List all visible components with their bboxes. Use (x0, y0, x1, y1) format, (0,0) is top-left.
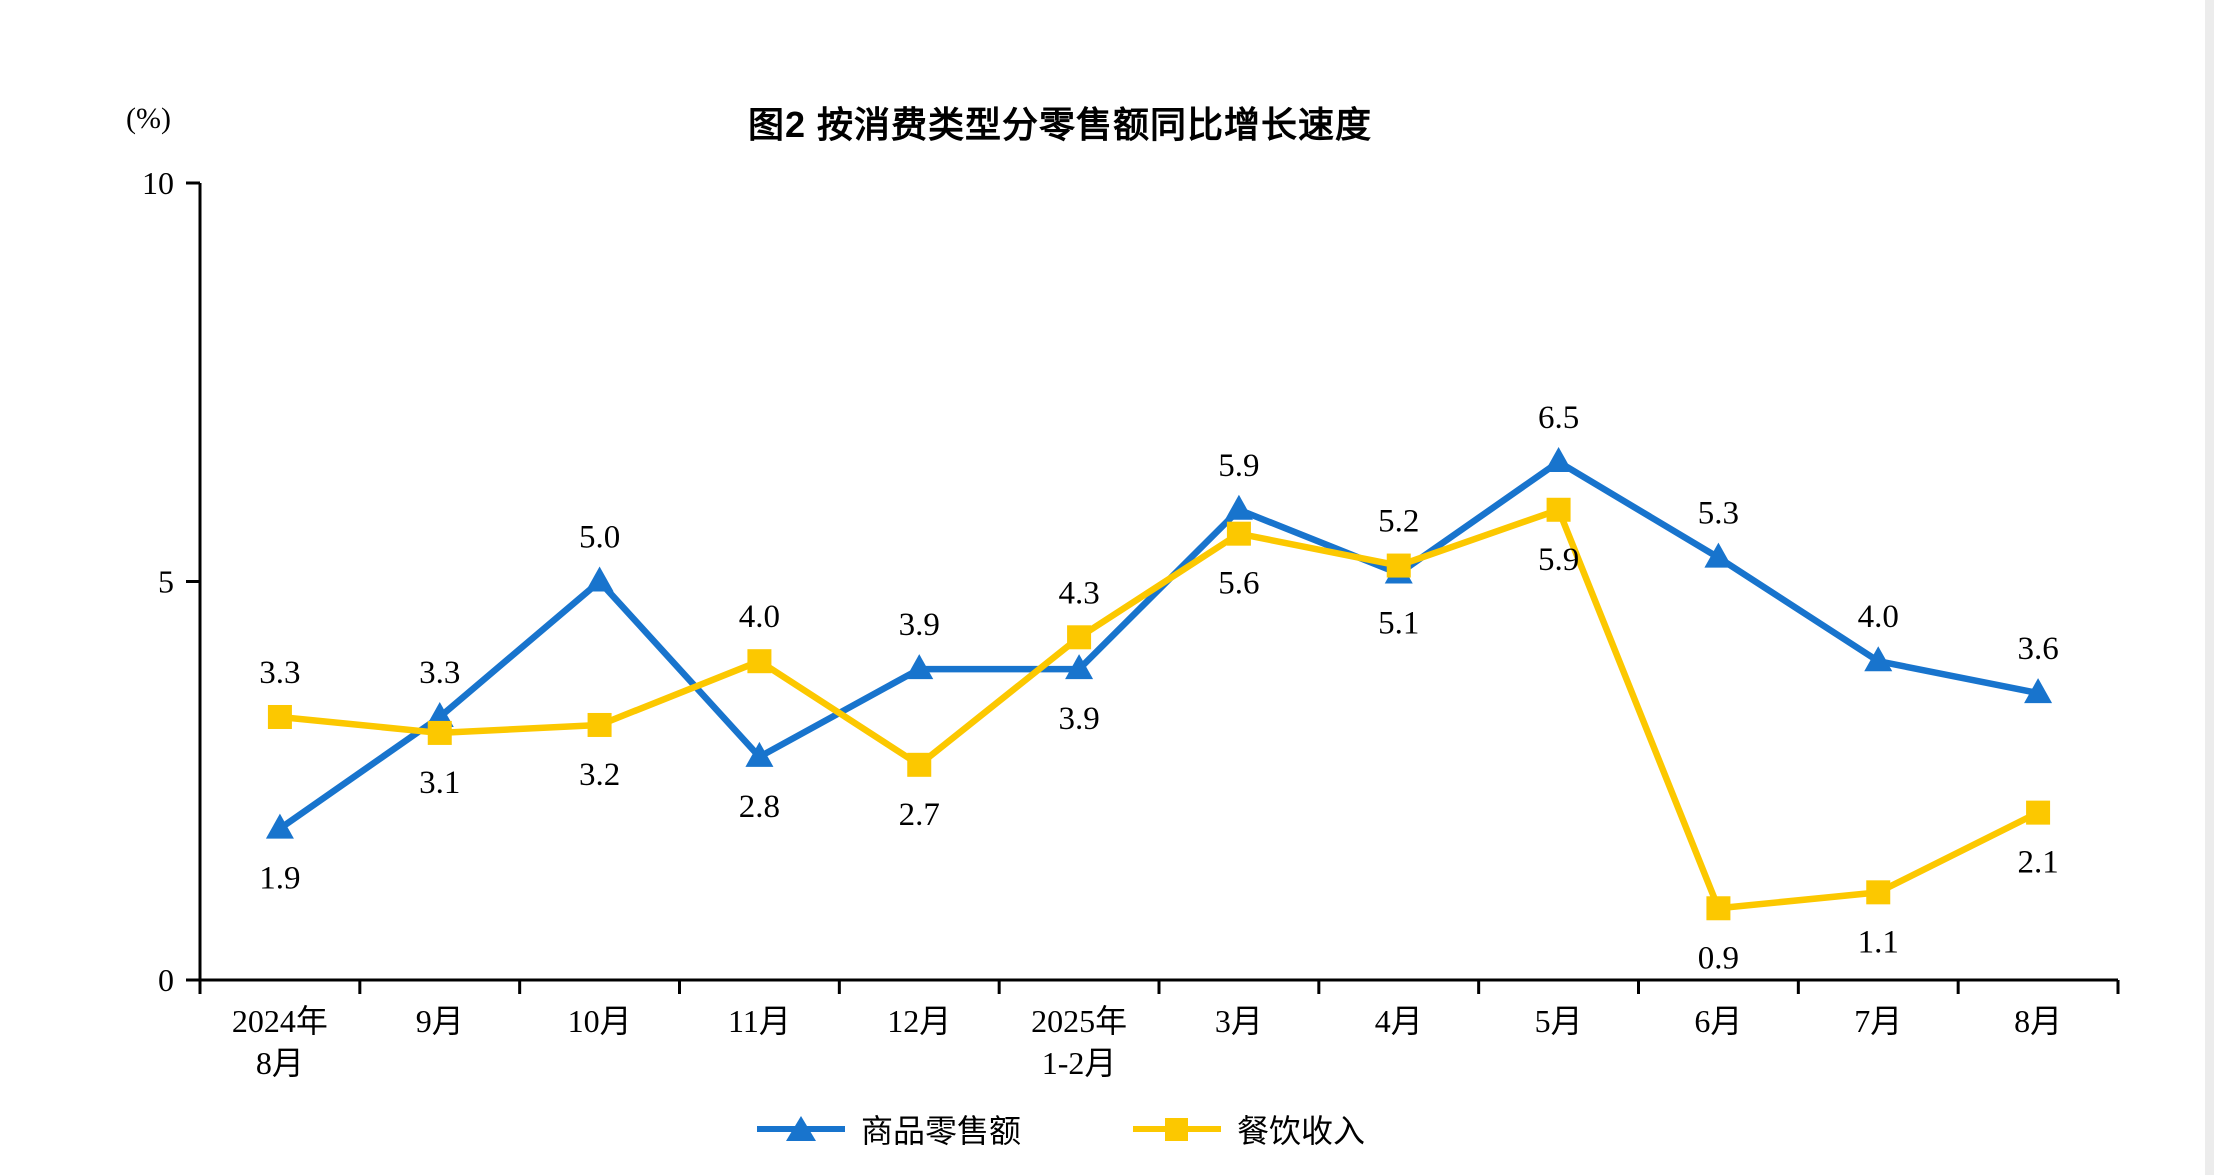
data-label: 2.8 (739, 789, 780, 825)
x-tick-label: 2024年 8月 (232, 1003, 328, 1081)
triangle-marker (1224, 494, 1253, 520)
triangle-marker (585, 566, 614, 592)
data-label: 3.3 (419, 655, 460, 691)
x-tick-label: 11月 (728, 1003, 791, 1039)
triangle-marker (1544, 446, 1573, 472)
data-label: 4.0 (739, 599, 780, 635)
data-label: 0.9 (1698, 940, 1739, 976)
square-marker (267, 704, 292, 729)
data-label: 5.9 (1218, 448, 1259, 484)
data-label: 6.5 (1538, 400, 1579, 436)
data-label: 5.0 (579, 520, 620, 556)
data-label: 3.3 (259, 655, 300, 691)
goods-line (276, 458, 2042, 832)
triangle-marker (425, 701, 454, 727)
legend-item-catering: 餐饮收入 (1131, 1106, 1365, 1152)
legend-label-goods: 商品零售额 (860, 1113, 1021, 1149)
axes (186, 181, 2120, 994)
x-tick-label: 5月 (1535, 1003, 1583, 1039)
y-axis-unit-label: (%) (126, 102, 171, 135)
legend-label-catering: 餐饮收入 (1237, 1113, 1366, 1149)
square-marker (1546, 497, 1571, 522)
square-marker (1706, 896, 1731, 921)
data-label: 5.1 (1378, 606, 1419, 642)
data-label: 4.3 (1058, 575, 1099, 611)
data-label: 2.1 (2017, 845, 2058, 881)
x-tick-label: 4月 (1375, 1003, 1423, 1039)
catering-series-marker-icon (1133, 1118, 1221, 1141)
data-label: 1.1 (1858, 924, 1899, 960)
x-tick-label: 2025年 1-2月 (1031, 1003, 1127, 1081)
square-marker (587, 712, 612, 737)
chart-legend: 商品零售额 餐饮收入 (0, 1106, 2120, 1152)
square-marker (427, 720, 452, 745)
data-label: 3.1 (419, 765, 460, 801)
chart-title: 图2 按消费类型分零售额同比增长速度 (747, 104, 1373, 145)
triangle-marker (905, 654, 934, 680)
data-label: 3.6 (2017, 631, 2058, 667)
y-tick-label: 10 (142, 165, 174, 201)
legend-item-goods: 商品零售额 (755, 1106, 1021, 1152)
data-label: 1.9 (259, 861, 300, 897)
data-label: 5.9 (1538, 542, 1579, 578)
catering-line (276, 506, 2042, 912)
x-tick-label: 10月 (568, 1003, 632, 1039)
series-goods: 1.9 3.3 5.0 2.8 3.9 3.9 5.9 5.1 6.5 5.3 4.0 3.6 (259, 400, 2058, 897)
triangle-marker (745, 741, 774, 767)
data-label: 2.7 (899, 797, 940, 833)
triangle-marker (1065, 654, 1094, 680)
square-marker (747, 649, 772, 674)
square-marker (1386, 553, 1411, 578)
y-tick-label: 0 (158, 962, 174, 998)
triangle-marker (2024, 678, 2053, 704)
triangle-marker (1864, 646, 1893, 672)
square-marker (1067, 625, 1092, 650)
data-label: 3.2 (579, 757, 620, 793)
data-label: 5.3 (1698, 496, 1739, 532)
x-tick-label: 8月 (2014, 1003, 2062, 1039)
data-label: 3.9 (899, 607, 940, 643)
square-marker (2026, 800, 2051, 825)
data-label: 4.0 (1858, 599, 1899, 635)
y-tick-label: 5 (158, 564, 174, 600)
square-marker (1866, 880, 1891, 905)
x-tick-label: 7月 (1854, 1003, 1902, 1039)
series-catering: 3.3 3.1 3.2 4.0 2.7 4.3 5.6 5.2 5.9 0.9 1.1 2.1 (259, 497, 2059, 976)
square-marker (907, 752, 932, 777)
data-label: 5.2 (1378, 504, 1419, 540)
goods-series-marker-icon (756, 1116, 845, 1141)
axis-tick-labels: 0 5 10 2024年 8月 9月 10月 11月 12月 2025年 1-2月 3月 4月 5月 6月 7… (142, 165, 2062, 1081)
x-tick-label: 9月 (416, 1003, 464, 1039)
data-label: 5.6 (1218, 566, 1259, 602)
x-tick-label: 3月 (1215, 1003, 1263, 1039)
x-tick-label: 12月 (887, 1003, 951, 1039)
triangle-marker (1704, 542, 1733, 568)
triangle-marker (265, 813, 294, 839)
data-label: 3.9 (1058, 701, 1099, 737)
right-edge-divider (2205, 0, 2214, 1175)
x-tick-label: 6月 (1694, 1003, 1742, 1039)
square-marker (1226, 521, 1251, 546)
